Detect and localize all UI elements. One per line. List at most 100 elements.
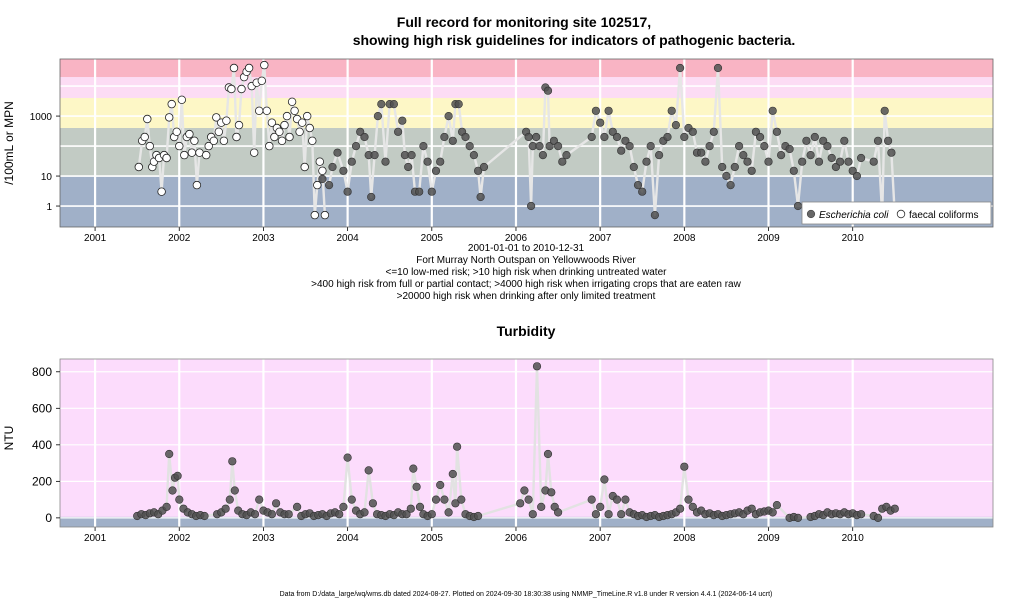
- turbidity-point-102: [617, 510, 626, 519]
- faecal-point-57: [282, 111, 292, 121]
- y-axis-label-turbidity: NTU: [2, 426, 16, 451]
- turbidity-point-161: [890, 504, 899, 513]
- ecoli-point-22: [407, 151, 416, 160]
- x-tick-label-top-4: 2005: [421, 233, 444, 244]
- turbidity-point-50: [343, 453, 352, 462]
- ecoli-point-31: [444, 111, 453, 121]
- turbidity-point-79: [457, 495, 466, 504]
- x-tick-label-bottom-4: 2005: [421, 533, 444, 544]
- ecoli-point-44: [526, 201, 536, 211]
- turbidity-point-139: [772, 501, 782, 510]
- turbidity-point-89: [537, 502, 546, 512]
- turbidity-point-37: [284, 510, 293, 519]
- turbidity-point-48: [335, 510, 344, 519]
- faecal-point-51: [267, 118, 277, 127]
- ecoli-point-125: [883, 136, 893, 145]
- turbidity-point-83: [474, 511, 483, 521]
- faecal-point-69: [313, 180, 322, 190]
- x-tick-label-bottom-6: 2007: [589, 533, 612, 544]
- turbidity-point-142: [793, 513, 803, 523]
- turbidity-point-86: [524, 495, 533, 504]
- ecoli-point-119: [852, 171, 862, 181]
- ecoli-point-32: [448, 136, 457, 145]
- ecoli-point-7: [351, 142, 361, 151]
- bacteria-chart: 2001 2002 2003 2004 2005 2006 2007 2008 2009 2010…: [30, 58, 994, 244]
- ecoli-point-26: [423, 157, 432, 166]
- faecal-point-65: [303, 111, 312, 121]
- faecal-point-63: [298, 118, 307, 127]
- faecal-point-30: [214, 127, 223, 136]
- ecoli-point-114: [831, 162, 841, 172]
- caption-risk-1: <=10 low-med risk; >10 high risk when dr…: [386, 267, 668, 278]
- faecal-point-44: [249, 148, 259, 157]
- legend: Escherichia coli faecal coliforms: [801, 201, 992, 225]
- turbidity-point-24: [230, 486, 239, 495]
- ecoli-point-99: [768, 106, 777, 115]
- y-tick-label-top-0: 1: [46, 202, 52, 213]
- ecoli-point-126: [887, 148, 896, 157]
- x-tick-label-top-2: 2003: [252, 233, 275, 244]
- faecal-point-28: [209, 136, 218, 145]
- ecoli-point-113: [827, 153, 836, 163]
- ecoli-point-58: [596, 118, 605, 127]
- ecoli-point-47: [535, 142, 544, 151]
- turbidity-point-85: [520, 486, 529, 495]
- faecal-point-20: [185, 129, 194, 139]
- ecoli-point-116: [840, 136, 849, 145]
- ecoli-point-76: [671, 120, 681, 130]
- y-tick-label-bottom-3: 600: [32, 401, 52, 415]
- turbidity-point-72: [431, 495, 441, 504]
- ecoli-point-74: [663, 132, 672, 142]
- turbidity-point-155: [856, 510, 866, 519]
- ecoli-point-59: [600, 132, 609, 142]
- ecoli-point-85: [709, 127, 718, 136]
- faecal-point-64: [300, 162, 309, 172]
- turbidity-point-54: [360, 508, 369, 517]
- ecoli-point-38: [469, 151, 479, 160]
- ecoli-point-39: [474, 166, 483, 175]
- ecoli-point-72: [654, 151, 664, 160]
- ecoli-point-120: [856, 153, 866, 163]
- ecoli-point-63: [617, 146, 626, 155]
- turbidity-point-9: [168, 486, 177, 495]
- ecoli-point-15: [381, 157, 390, 166]
- faecal-point-21: [187, 148, 197, 157]
- turbidity-point-18: [200, 511, 209, 521]
- faecal-point-18: [180, 150, 189, 160]
- faecal-point-58: [285, 132, 294, 142]
- faecal-point-23: [192, 180, 202, 190]
- ecoli-point-13: [373, 111, 383, 121]
- ecoli-point-124: [880, 106, 889, 115]
- turbidity-point-33: [267, 510, 277, 519]
- ecoli-point-77: [675, 63, 685, 73]
- turbidity-point-95: [587, 495, 596, 504]
- x-tick-label-top-5: 2006: [505, 233, 528, 244]
- x-tick-label-bottom-2: 2003: [252, 533, 275, 544]
- ecoli-point-64: [621, 136, 630, 145]
- faecal-point-11: [162, 153, 171, 163]
- turbidity-point-76: [448, 469, 457, 479]
- risk-band-3: [60, 77, 993, 99]
- ecoli-point-92: [739, 151, 748, 160]
- faecal-point-56: [280, 120, 289, 130]
- x-tick-label-top-0: 2001: [84, 233, 107, 244]
- faecal-point-55: [277, 136, 287, 145]
- ecoli-point-110: [814, 157, 824, 166]
- ecoli-point-5: [343, 187, 352, 196]
- turbidity-point-12: [175, 495, 184, 504]
- turbidity-point-91: [543, 449, 553, 459]
- x-tick-label-bottom-7: 2008: [673, 533, 696, 544]
- y-tick-label-bottom-1: 200: [32, 474, 52, 488]
- turbidity-point-65: [406, 504, 415, 513]
- ecoli-point-4: [339, 166, 348, 175]
- ecoli-point-27: [427, 187, 436, 196]
- ecoli-point-54: [558, 157, 567, 166]
- faecal-point-22: [190, 136, 199, 145]
- turbidity-point-97: [596, 502, 605, 512]
- ecoli-point-19: [398, 116, 407, 125]
- turbidity-point-75: [444, 508, 453, 517]
- caption: 2001-01-01 to 2010-12-31 Fort Murray Nor…: [311, 243, 741, 302]
- plot-frame-bottom: [59, 358, 994, 528]
- ecoli-point-67: [633, 181, 643, 190]
